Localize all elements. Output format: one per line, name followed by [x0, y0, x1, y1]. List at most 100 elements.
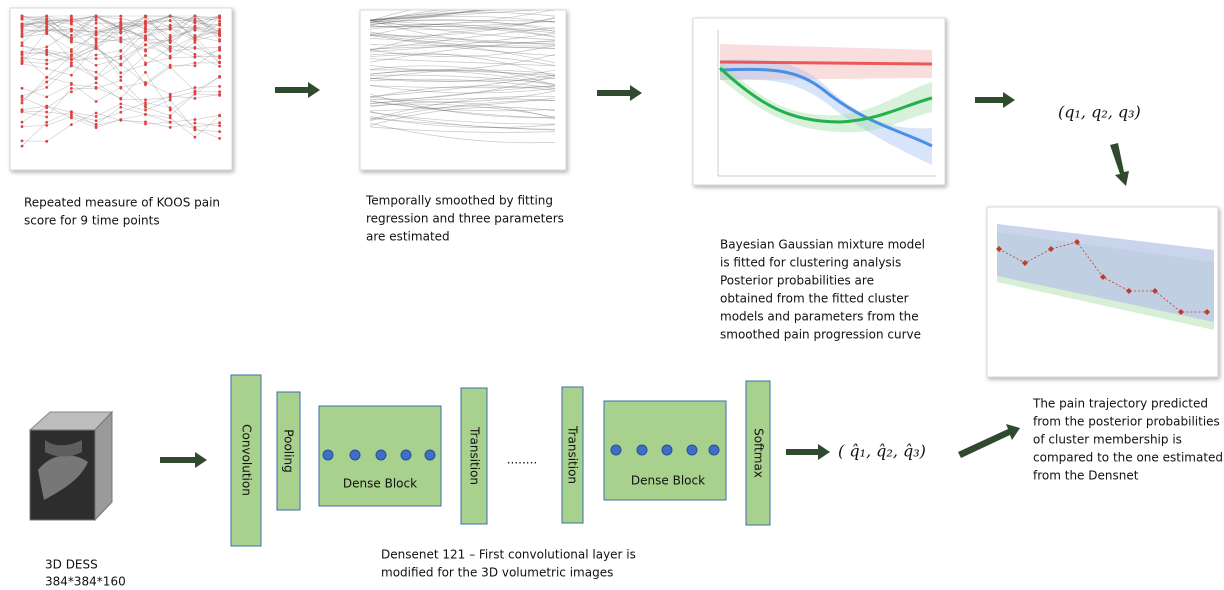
- arrow: [597, 85, 642, 101]
- measure-point: [95, 54, 98, 57]
- caption-line: from the Densnet: [1033, 469, 1139, 483]
- measure-point: [119, 79, 122, 82]
- measure-point: [70, 30, 73, 33]
- measure-point: [119, 40, 122, 43]
- measure-point: [45, 15, 48, 18]
- measure-point: [169, 57, 172, 60]
- caption-line: modified for the 3D volumetric images: [381, 566, 613, 580]
- measure-point: [70, 74, 73, 77]
- measure-point: [21, 53, 24, 56]
- measure-point: [218, 65, 221, 68]
- measure-point: [218, 114, 221, 117]
- measure-point: [119, 38, 122, 41]
- measure-point: [119, 98, 122, 101]
- caption-line: Bayesian Gaussian mixture model: [720, 238, 925, 252]
- measure-point: [70, 83, 73, 86]
- measure-point: [218, 61, 221, 64]
- measure-point: [21, 35, 24, 38]
- measure-point: [144, 28, 147, 31]
- measure-point: [21, 139, 24, 142]
- measure-point: [21, 121, 24, 124]
- measure-point: [194, 127, 197, 130]
- caption-line: smoothed pain progression curve: [720, 328, 921, 342]
- measure-point: [95, 115, 98, 118]
- measure-point: [169, 114, 172, 117]
- measure-point: [119, 76, 122, 79]
- measure-point: [194, 136, 197, 139]
- measure-point: [119, 118, 122, 121]
- measure-point: [45, 140, 48, 143]
- parameters: (q₁, q₂, q₃): [1058, 103, 1141, 122]
- measure-point: [218, 130, 221, 133]
- measure-point: [21, 145, 24, 148]
- caption-line: obtained from the fitted cluster: [720, 292, 909, 306]
- measure-point: [169, 96, 172, 99]
- caption-line: is fitted for clustering analysis: [720, 256, 901, 270]
- measure-point: [70, 90, 73, 93]
- arrow: [1110, 143, 1129, 186]
- measure-point: [119, 86, 122, 89]
- measure-point: [21, 99, 24, 102]
- measure-point: [194, 15, 197, 18]
- measure-point: [45, 121, 48, 124]
- measure-point: [95, 119, 98, 122]
- measure-point: [119, 26, 122, 29]
- layer-label: Transition: [566, 425, 580, 484]
- measure-point: [169, 121, 172, 124]
- measure-point: [95, 77, 98, 80]
- measure-point: [194, 37, 197, 40]
- measure-point: [95, 47, 98, 50]
- measure-point: [95, 44, 98, 47]
- measure-point: [194, 118, 197, 121]
- dense-unit: [376, 450, 386, 460]
- measure-point: [21, 32, 24, 35]
- measure-point: [119, 111, 122, 114]
- measure-point: [70, 38, 73, 41]
- measure-point: [45, 62, 48, 65]
- caption-line: Densenet 121 – First convolutional layer…: [381, 548, 636, 562]
- measure-point: [95, 31, 98, 34]
- arrow: [958, 424, 1020, 458]
- measure-point: [119, 18, 122, 21]
- measure-point: [144, 62, 147, 65]
- measure-point: [21, 41, 24, 44]
- caption-line: Temporally smoothed by fitting: [365, 194, 553, 208]
- caption-line: 3D DESS: [45, 558, 98, 572]
- measure-point: [218, 90, 221, 93]
- measure-point: [21, 110, 24, 113]
- measure-point: [95, 81, 98, 84]
- measure-point: [218, 15, 221, 18]
- dense-unit: [709, 445, 719, 455]
- arrow: [975, 92, 1015, 108]
- dense-unit: [611, 445, 621, 455]
- measure-point: [169, 34, 172, 37]
- caption-line: from the posterior probabilities: [1033, 415, 1220, 429]
- measure-point: [95, 15, 98, 18]
- caption-line: of cluster membership is: [1033, 433, 1182, 447]
- measure-point: [144, 109, 147, 112]
- measure-point: [21, 15, 24, 18]
- arrow: [786, 444, 830, 460]
- measure-point: [194, 62, 197, 65]
- dense-unit: [637, 445, 647, 455]
- measure-point: [169, 15, 172, 18]
- measure-point: [95, 100, 98, 103]
- measure-point: [144, 54, 147, 57]
- measure-point: [218, 24, 221, 27]
- measure-point: [194, 86, 197, 89]
- caption-line: Posterior probabilities are: [720, 274, 874, 288]
- measure-point: [70, 113, 73, 116]
- layer-label: Pooling: [282, 429, 296, 472]
- measure-point: [218, 137, 221, 140]
- measure-point: [95, 57, 98, 60]
- measure-point: [70, 19, 73, 22]
- measure-point: [45, 95, 48, 98]
- caption-line: 384*384*160: [45, 575, 126, 589]
- measure-point: [169, 28, 172, 31]
- measure-point: [119, 63, 122, 66]
- input-volume: [30, 412, 112, 520]
- measure-point: [218, 34, 221, 37]
- caption-line: models and parameters from the: [720, 310, 919, 324]
- measure-point: [21, 96, 24, 99]
- measure-point: [144, 104, 147, 107]
